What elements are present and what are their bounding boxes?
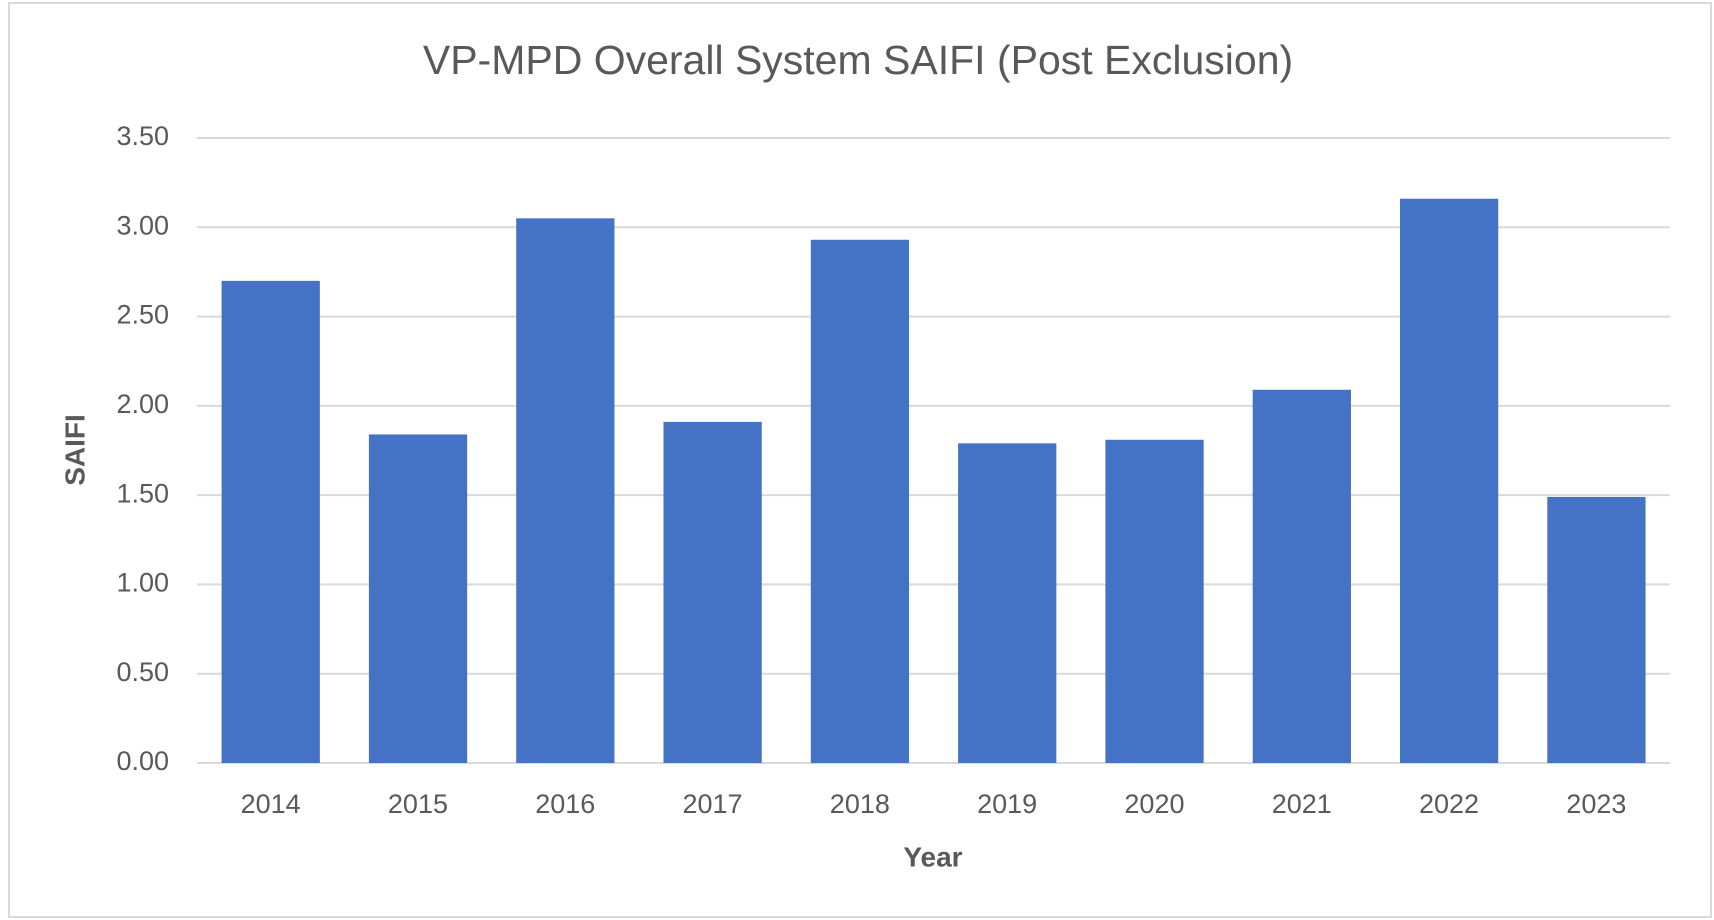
bar <box>810 239 910 764</box>
bar <box>516 218 615 763</box>
bar <box>1105 439 1204 763</box>
x-tick-label: 2021 <box>1272 789 1332 819</box>
y-tick-label: 1.00 <box>116 568 169 598</box>
x-tick-label: 2022 <box>1419 789 1479 819</box>
x-tick-label: 2015 <box>388 789 448 819</box>
x-tick-label: 2023 <box>1566 789 1626 819</box>
y-tick-label: 0.50 <box>116 657 169 687</box>
y-tick-label: 3.50 <box>116 121 169 151</box>
x-tick-label: 2016 <box>535 789 595 819</box>
x-tick-label: 2014 <box>241 789 301 819</box>
x-axis-title: Year <box>903 841 962 872</box>
y-tick-label: 2.50 <box>116 300 169 330</box>
x-tick-label: 2018 <box>830 789 890 819</box>
bar <box>221 280 320 763</box>
bar <box>368 434 468 763</box>
y-tick-label: 3.00 <box>116 210 169 240</box>
bar <box>1547 496 1646 763</box>
y-tick-label: 2.00 <box>116 389 169 419</box>
bar <box>958 443 1057 763</box>
y-axis-title: SAIFI <box>59 414 90 486</box>
bar <box>1252 389 1351 763</box>
chart-title: VP-MPD Overall System SAIFI (Post Exclus… <box>423 37 1293 83</box>
bar <box>1399 198 1499 763</box>
x-tick-label: 2017 <box>683 789 743 819</box>
x-tick-label: 2020 <box>1124 789 1184 819</box>
y-tick-label: 1.50 <box>116 478 169 508</box>
bar <box>663 421 762 763</box>
y-tick-label: 0.00 <box>116 746 169 776</box>
x-tick-label: 2019 <box>977 789 1037 819</box>
